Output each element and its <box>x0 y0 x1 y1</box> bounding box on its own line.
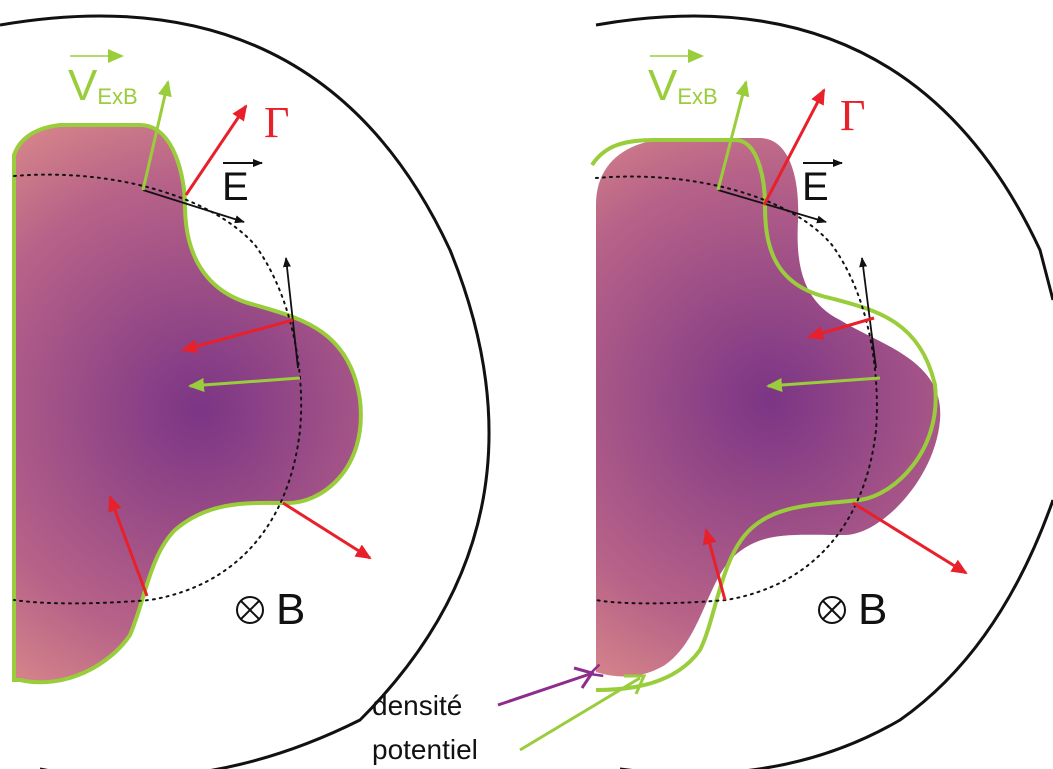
left-magnetic-label: B <box>276 585 305 634</box>
right-e-field-arrow-top <box>717 189 827 224</box>
legend-potential-arrowhead <box>624 674 647 695</box>
legend-density-label: densité <box>372 690 462 721</box>
right-flux-arrow-bottom-left <box>702 528 727 601</box>
left-vexb-arrow-top <box>141 80 172 191</box>
left-magnetic-field-into-page-icon <box>236 596 264 624</box>
right-magnetic-field-into-page-icon <box>818 596 846 624</box>
left-outer-boundary <box>0 14 491 769</box>
legend-potential-label: potentiel <box>372 734 478 765</box>
right-potential-contour <box>590 138 938 692</box>
legend-potential-arrow <box>519 676 641 752</box>
right-vexb-label: VExB <box>648 61 718 110</box>
right-flux-label: Γ <box>840 91 865 140</box>
legend-density-arrowhead <box>573 666 595 689</box>
left-vexb-arrow-center <box>188 376 301 392</box>
left-flux-arrow-bottom-right <box>282 501 372 560</box>
right-density-blob <box>596 138 941 677</box>
left-flux-arrow-top <box>184 104 248 196</box>
legend: densité potentiel <box>372 666 647 765</box>
right-vexb-arrow-top <box>716 80 750 191</box>
left-e-field-arrow-right <box>282 257 299 369</box>
left-field-label: E <box>222 165 249 209</box>
right-field-label: E <box>802 165 829 209</box>
legend-density-arrow <box>497 674 590 707</box>
right-flux-arrow-top <box>762 88 826 206</box>
left-vexb-label: VExB <box>68 61 138 110</box>
right-flux-arrow-middle <box>807 316 875 340</box>
left-panel: VExB Γ E B <box>0 14 491 769</box>
right-outer-boundary <box>595 14 1053 769</box>
right-vexb-arrow-center <box>766 376 881 392</box>
left-flux-arrow-middle <box>181 318 294 354</box>
right-flux-arrow-bottom-right <box>852 501 968 575</box>
right-e-field-arrow-right <box>859 257 877 369</box>
left-flux-arrow-bottom-left <box>108 495 149 597</box>
right-magnetic-label: B <box>858 585 887 634</box>
left-e-field-arrow-top <box>142 189 245 224</box>
right-flux-surface <box>595 175 878 605</box>
right-panel: VExB Γ E B <box>590 14 1053 769</box>
left-density-blob <box>12 123 363 685</box>
left-flux-label: Γ <box>264 98 289 147</box>
